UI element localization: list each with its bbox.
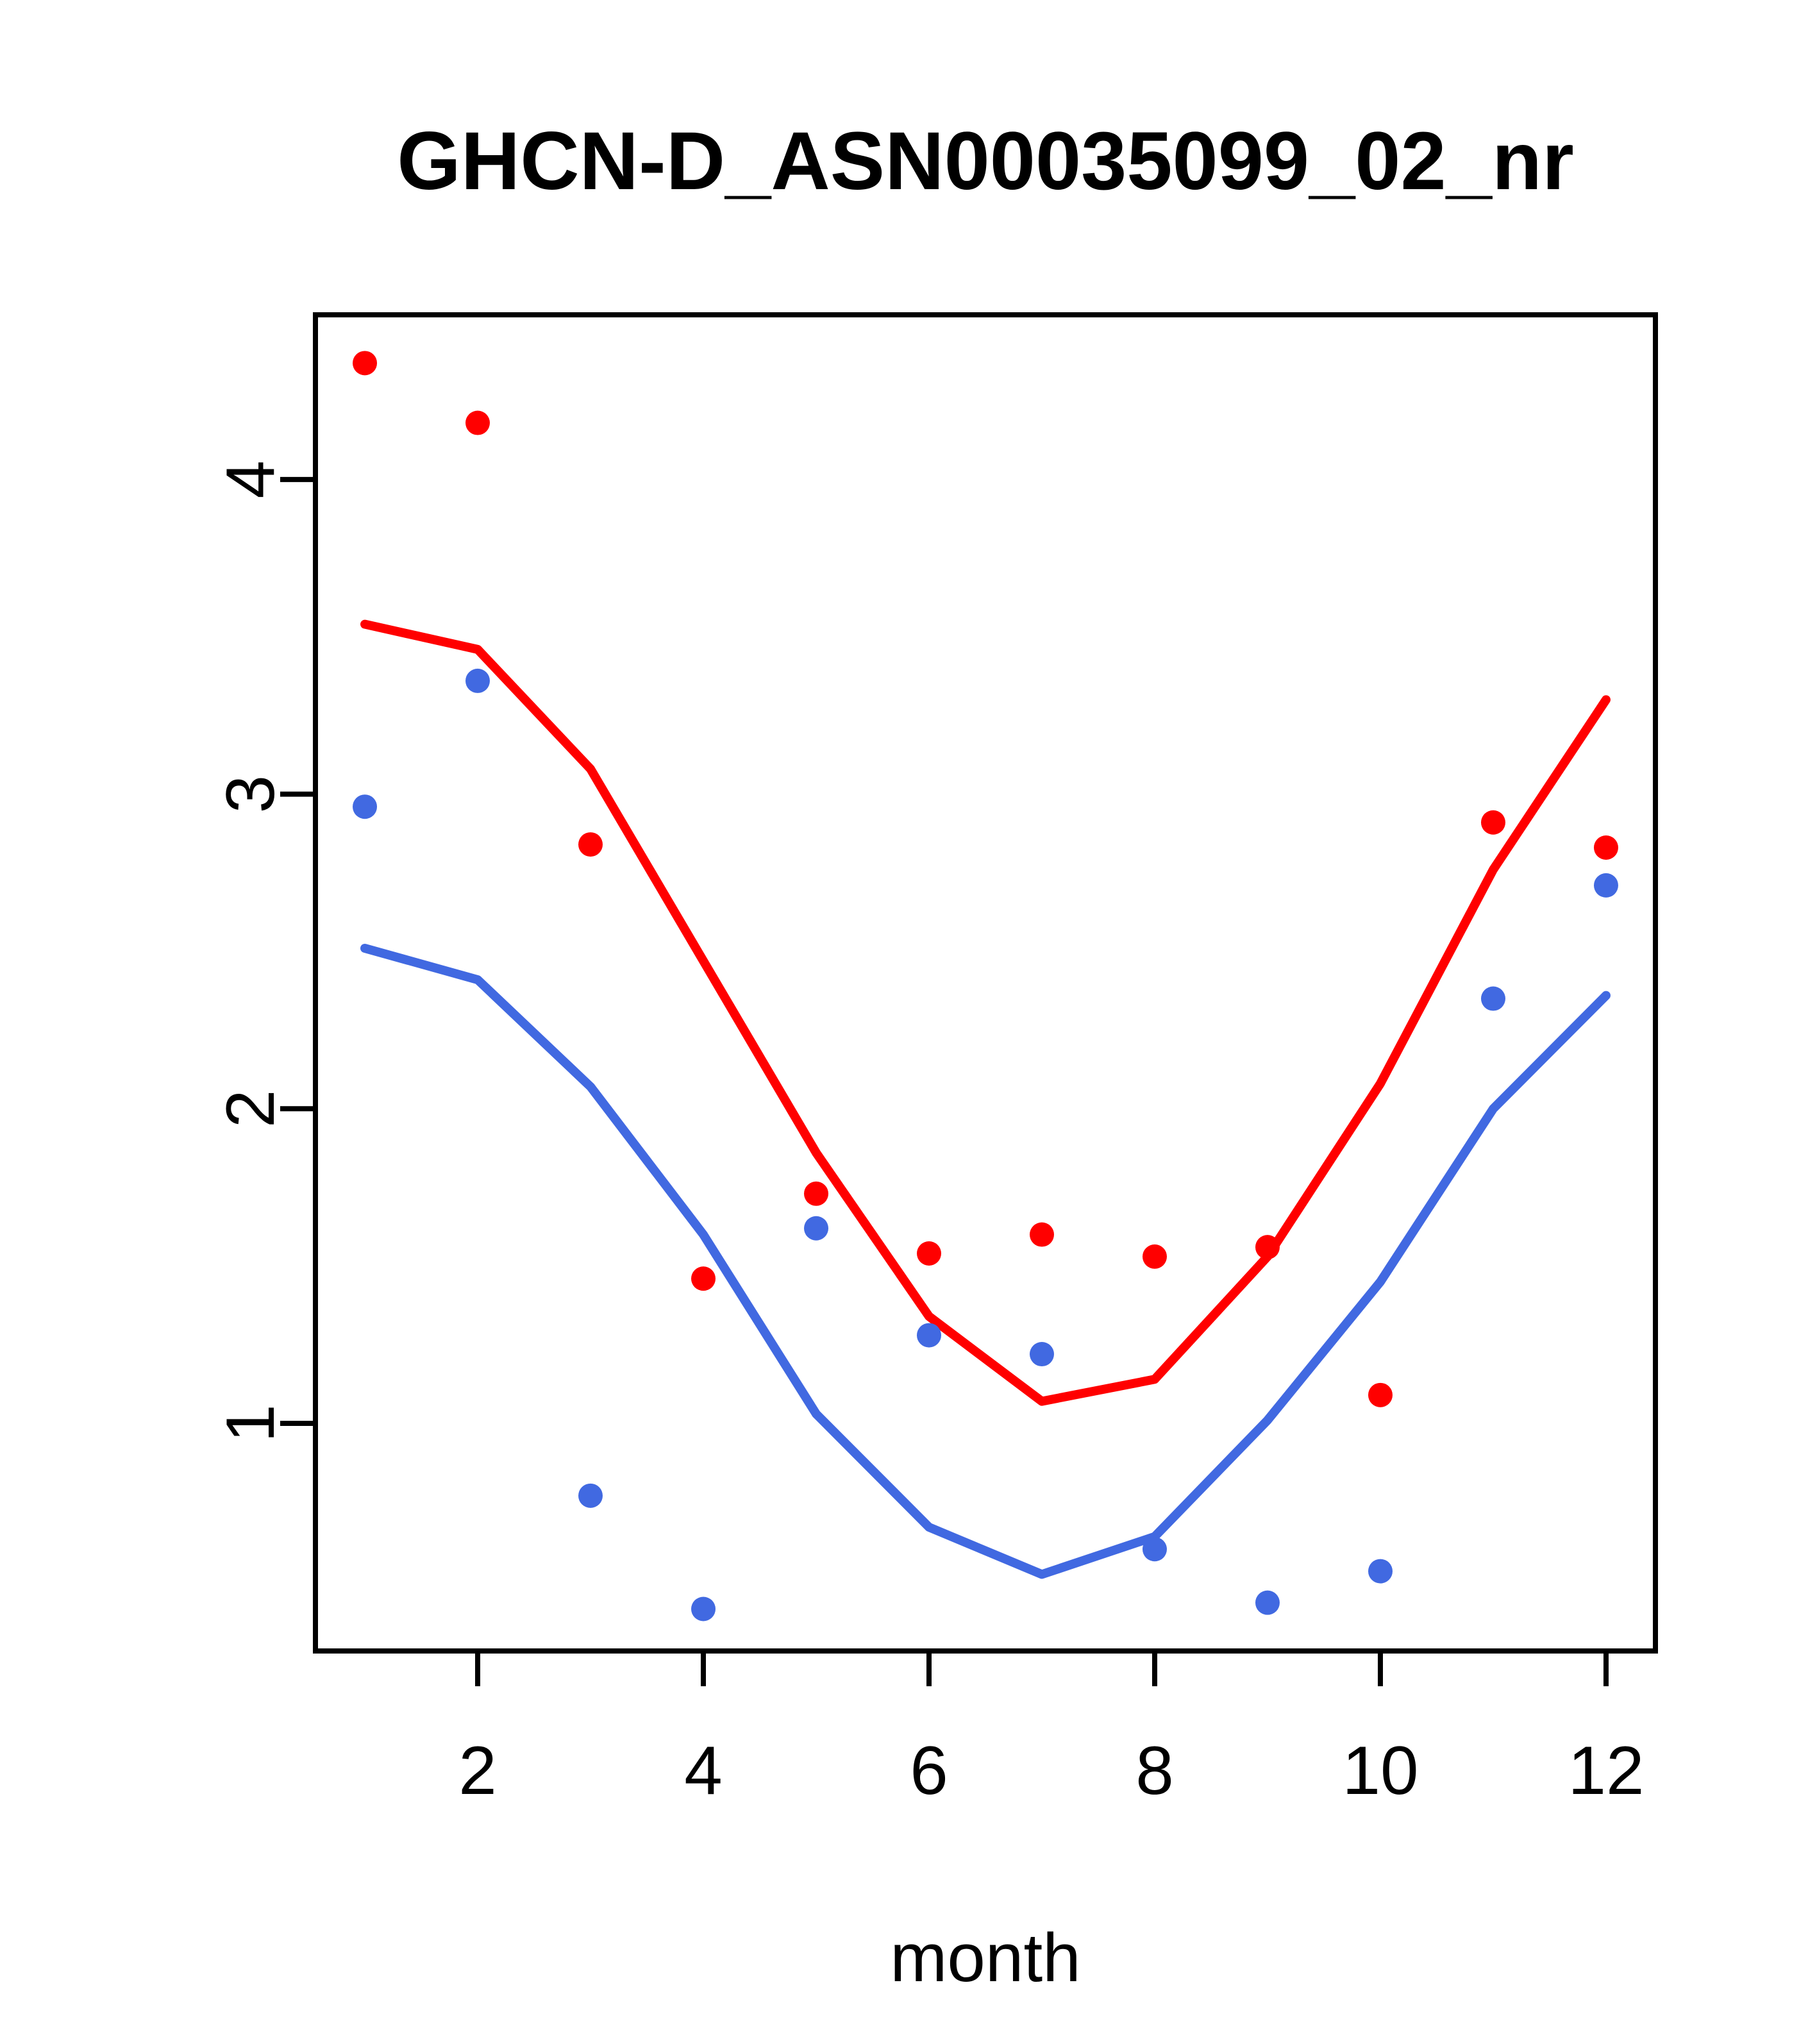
red-line: [360, 619, 1611, 1406]
plot-border: [313, 312, 1658, 1654]
red-point: [804, 1181, 829, 1206]
red-point: [465, 410, 490, 435]
blue-point: [1368, 1559, 1393, 1584]
x-tick-label: 10: [1342, 1732, 1418, 1809]
y-tick-label: 4: [212, 460, 289, 499]
y-tick-label: 1: [212, 1404, 289, 1443]
blue-point: [1029, 1342, 1054, 1367]
red-point: [353, 351, 378, 376]
x-tick-label: 6: [910, 1732, 948, 1809]
blue-line: [360, 944, 1611, 1579]
red-point: [917, 1241, 942, 1266]
red-point: [1255, 1235, 1280, 1260]
x-tick-label: 12: [1568, 1732, 1644, 1809]
blue-point: [1593, 873, 1618, 898]
red-point: [1480, 810, 1505, 835]
chart-title: GHCN-D_ASN00035099_02_nr: [397, 115, 1574, 207]
red-point: [1593, 835, 1618, 860]
red-point: [1368, 1382, 1393, 1407]
x-tick-label: 2: [458, 1732, 497, 1809]
blue-point: [578, 1483, 603, 1508]
blue-point: [1142, 1537, 1167, 1562]
blue-point: [917, 1323, 942, 1348]
red-point: [1142, 1244, 1167, 1269]
x-axis-label: month: [890, 1919, 1081, 1996]
blue-point: [1480, 986, 1505, 1011]
blue-point: [804, 1216, 829, 1241]
blue-point: [465, 668, 490, 693]
blue-point: [691, 1596, 716, 1621]
blue-point: [1255, 1590, 1280, 1615]
x-tick-label: 4: [684, 1732, 723, 1809]
red-point: [691, 1266, 716, 1291]
blue-point: [353, 794, 378, 819]
x-tick-label: 8: [1135, 1732, 1174, 1809]
red-point: [578, 832, 603, 857]
red-point: [1029, 1222, 1054, 1247]
y-tick-label: 2: [212, 1090, 289, 1128]
y-tick-label: 3: [212, 775, 289, 814]
